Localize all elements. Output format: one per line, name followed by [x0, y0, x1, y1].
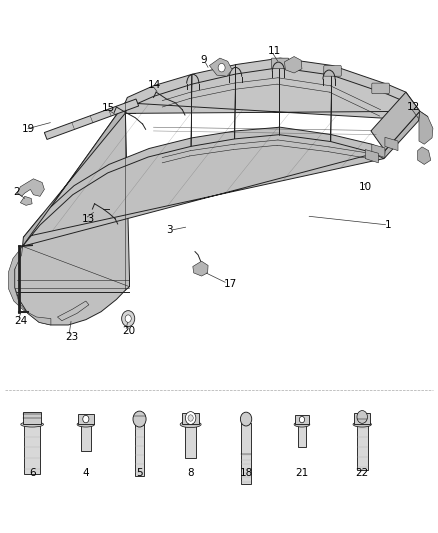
Bar: [357, 423, 368, 470]
Bar: [24, 423, 40, 474]
Bar: [241, 423, 251, 484]
Circle shape: [125, 315, 131, 322]
Text: 10: 10: [359, 182, 372, 192]
Circle shape: [133, 411, 146, 427]
Polygon shape: [235, 64, 236, 139]
Polygon shape: [191, 74, 192, 147]
Polygon shape: [17, 179, 44, 196]
Text: 21: 21: [295, 468, 309, 478]
Bar: [297, 423, 306, 447]
Polygon shape: [22, 103, 125, 246]
Circle shape: [185, 411, 196, 424]
Polygon shape: [285, 56, 302, 73]
Bar: [354, 413, 370, 424]
Bar: [135, 423, 145, 477]
Text: 15: 15: [102, 103, 115, 113]
Circle shape: [122, 311, 135, 327]
Polygon shape: [44, 99, 139, 140]
Ellipse shape: [21, 422, 43, 427]
Polygon shape: [209, 58, 232, 76]
Circle shape: [188, 415, 193, 421]
Ellipse shape: [77, 422, 95, 427]
Text: 11: 11: [268, 46, 281, 56]
Polygon shape: [385, 138, 398, 151]
Text: 23: 23: [65, 332, 78, 342]
Polygon shape: [419, 111, 427, 128]
Text: 2: 2: [13, 187, 20, 197]
Text: 20: 20: [122, 326, 135, 336]
Bar: [23, 411, 41, 424]
Polygon shape: [193, 261, 208, 276]
Bar: [185, 423, 196, 458]
Ellipse shape: [180, 421, 201, 427]
Bar: [78, 414, 94, 424]
Polygon shape: [9, 246, 51, 325]
Polygon shape: [365, 150, 378, 163]
Circle shape: [83, 415, 89, 423]
Text: 3: 3: [166, 225, 173, 236]
Circle shape: [299, 416, 304, 423]
Polygon shape: [372, 144, 385, 158]
Text: 18: 18: [240, 468, 253, 478]
Polygon shape: [384, 111, 420, 159]
Circle shape: [357, 410, 367, 423]
Text: 9: 9: [201, 55, 207, 65]
Text: 14: 14: [148, 80, 162, 90]
Bar: [295, 415, 309, 424]
Text: 12: 12: [407, 102, 420, 112]
Text: 5: 5: [136, 468, 143, 478]
Polygon shape: [20, 196, 32, 205]
Text: 22: 22: [356, 468, 369, 478]
Polygon shape: [418, 147, 431, 165]
Polygon shape: [331, 66, 332, 142]
Text: 24: 24: [14, 316, 28, 326]
Polygon shape: [419, 111, 433, 144]
Polygon shape: [125, 58, 420, 120]
Text: 8: 8: [187, 468, 194, 478]
Text: 17: 17: [224, 279, 237, 288]
Polygon shape: [14, 103, 130, 325]
Ellipse shape: [294, 422, 310, 427]
Text: 1: 1: [385, 220, 392, 230]
FancyBboxPatch shape: [272, 58, 289, 69]
FancyBboxPatch shape: [372, 83, 389, 94]
Bar: [81, 423, 91, 451]
Polygon shape: [371, 92, 420, 151]
Circle shape: [218, 63, 225, 72]
Polygon shape: [57, 301, 89, 321]
Text: 4: 4: [82, 468, 89, 478]
FancyBboxPatch shape: [324, 66, 341, 76]
Ellipse shape: [353, 422, 371, 427]
Text: 19: 19: [21, 124, 35, 134]
Bar: [182, 413, 199, 424]
Text: 6: 6: [29, 468, 35, 478]
Circle shape: [240, 412, 252, 426]
Polygon shape: [22, 127, 385, 246]
Text: 13: 13: [81, 214, 95, 224]
